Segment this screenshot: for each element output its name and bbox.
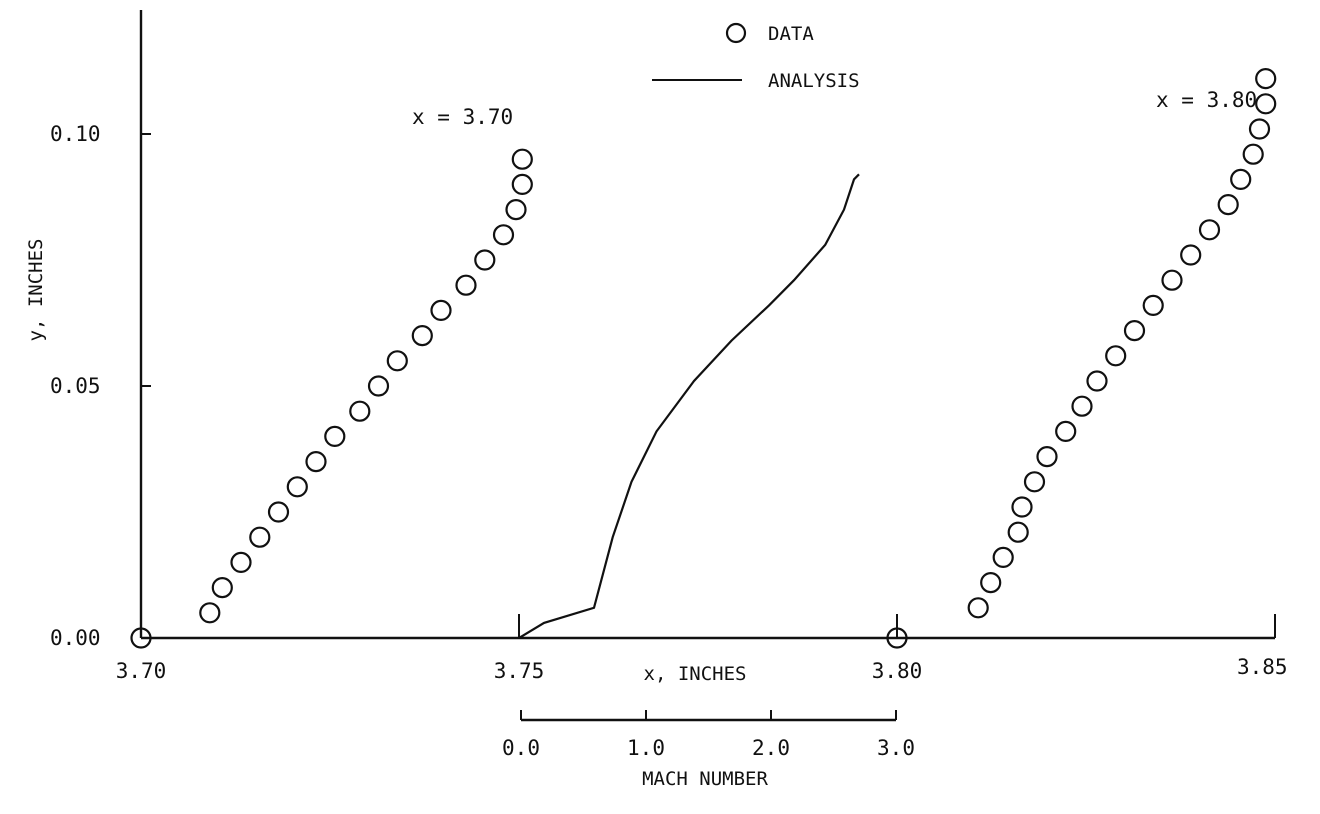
- y-tick-label: 0.10: [50, 122, 101, 146]
- y-ticks: 0.00 0.05 0.10: [50, 122, 151, 650]
- data-point: [492, 224, 515, 246]
- mach-axis-title: MACH NUMBER: [642, 768, 768, 790]
- x-axis-title: x, INCHES: [644, 663, 747, 685]
- data-point: [1007, 521, 1029, 543]
- legend: DATA ANALYSIS: [652, 22, 860, 92]
- data-point: [1036, 446, 1058, 468]
- x-ticks: 3.70 3.75 3.80 3.85: [116, 614, 1288, 683]
- data-point: [1248, 118, 1271, 140]
- x-tick-label: 3.85: [1237, 655, 1288, 679]
- data-point: [992, 546, 1014, 569]
- data-point: [1086, 370, 1108, 392]
- data-point: [1142, 294, 1164, 316]
- data-point: [1198, 219, 1221, 241]
- y-tick-label: 0.05: [50, 374, 101, 398]
- legend-data-label: DATA: [768, 23, 814, 45]
- data-point: [267, 501, 290, 523]
- data-point: [211, 576, 233, 599]
- data-point: [511, 148, 533, 170]
- legend-data-marker: [725, 22, 747, 44]
- y-tick-label: 0.00: [50, 626, 101, 650]
- x-tick-label: 3.75: [494, 659, 545, 683]
- data-point: [324, 425, 346, 447]
- axes: [139, 10, 1275, 722]
- mach-tick-label: 0.0: [502, 736, 540, 760]
- data-point: [230, 551, 252, 574]
- data-point: [1255, 93, 1277, 115]
- data-point: [1011, 496, 1033, 518]
- station-label-3-80: x = 3.80: [1156, 88, 1257, 112]
- mach-tick-label: 2.0: [752, 736, 790, 760]
- data-point: [1055, 420, 1077, 442]
- data-point: [1242, 143, 1264, 165]
- data-point: [199, 602, 221, 624]
- data-point: [1023, 471, 1046, 493]
- data-point: [1071, 395, 1093, 417]
- data-point: [1180, 244, 1202, 266]
- data-point: [455, 274, 477, 296]
- data-point: [511, 173, 533, 195]
- data-point: [1255, 67, 1277, 90]
- analysis-curve: [518, 173, 860, 639]
- data-point: [967, 597, 989, 619]
- x-tick-label: 3.80: [872, 659, 923, 683]
- data-point: [1230, 168, 1252, 190]
- mach-ticks: 0.0 1.0 2.0 3.0: [502, 710, 915, 760]
- data-point: [474, 249, 496, 271]
- data-point: [305, 451, 327, 473]
- data-point: [980, 571, 1002, 594]
- data-point: [886, 627, 908, 649]
- data-point: [349, 400, 371, 422]
- plot-layer: [130, 67, 1277, 649]
- x-tick-label: 3.70: [116, 659, 167, 683]
- y-axis-title: y, INCHES: [25, 239, 47, 342]
- data-point: [430, 299, 452, 321]
- data-point: [1217, 194, 1239, 216]
- data-point: [286, 476, 308, 498]
- station-label-3-70: x = 3.70: [412, 105, 513, 129]
- data-point: [130, 627, 152, 649]
- legend-analysis-label: ANALYSIS: [768, 70, 860, 92]
- data-point: [1161, 269, 1183, 291]
- data-point: [386, 350, 408, 372]
- mach-tick-label: 1.0: [627, 736, 665, 760]
- data-point: [505, 199, 527, 221]
- data-point: [411, 325, 433, 347]
- data-point: [367, 375, 390, 397]
- data-point: [249, 526, 271, 548]
- data-point: [1105, 345, 1127, 367]
- mach-tick-label: 3.0: [877, 736, 915, 760]
- data-point: [1123, 320, 1146, 342]
